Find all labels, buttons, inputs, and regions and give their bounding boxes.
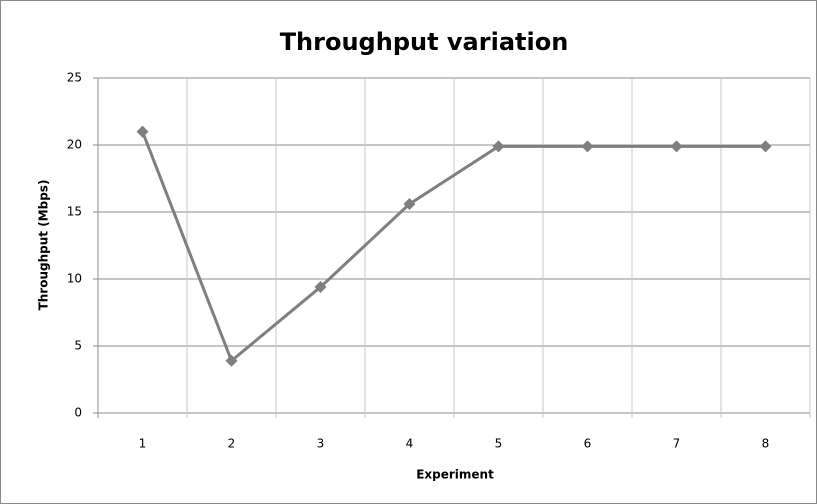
data-marker: [492, 140, 505, 153]
chart-title: Throughput variation: [280, 28, 569, 56]
x-tick-label: 2: [228, 437, 236, 451]
data-marker: [225, 354, 238, 367]
data-marker: [314, 281, 327, 294]
data-marker: [670, 140, 683, 153]
x-tick-label: 4: [406, 437, 414, 451]
y-tick-label: 25: [67, 71, 82, 85]
data-marker: [136, 125, 149, 138]
data-line: [141, 131, 766, 363]
y-axis-label: Throughput (Mbps): [37, 180, 51, 311]
data-marker: [581, 140, 594, 153]
data-marker: [759, 140, 772, 153]
x-axis-label: Experiment: [416, 468, 494, 482]
y-tick-label: 0: [74, 406, 82, 420]
data-marker: [403, 197, 416, 210]
x-tick-label: 1: [139, 437, 147, 451]
x-tick-label: 6: [584, 437, 592, 451]
y-tick-label: 20: [67, 138, 82, 152]
x-tick-label: 5: [495, 437, 503, 451]
x-tick-label: 8: [762, 437, 770, 451]
y-tick-label: 10: [67, 272, 82, 286]
x-tick-label: 7: [673, 437, 681, 451]
y-tick-label: 5: [74, 339, 82, 353]
y-tick-label: 15: [67, 205, 82, 219]
x-tick-label: 3: [317, 437, 325, 451]
